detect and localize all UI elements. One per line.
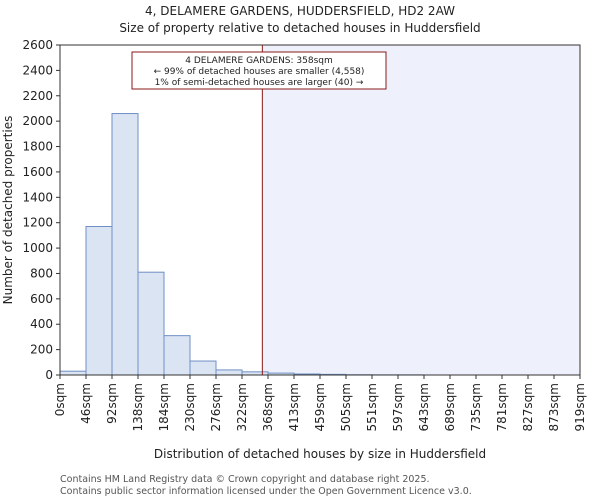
y-axis-label: Number of detached properties	[1, 116, 15, 305]
histogram-bar	[59, 370, 87, 376]
x-tick-label: 276sqm	[209, 383, 223, 431]
footer-copyright: Contains HM Land Registry data © Crown c…	[60, 474, 430, 485]
x-tick-label: 92sqm	[105, 383, 119, 424]
chart-subtitle: Size of property relative to detached ho…	[119, 21, 480, 35]
y-tick-label: 0	[45, 368, 53, 382]
x-tick-label: 735sqm	[469, 383, 483, 431]
x-tick-label: 597sqm	[391, 383, 405, 431]
x-tick-label: 689sqm	[443, 383, 457, 431]
y-tick-label: 2000	[22, 114, 53, 128]
y-tick-label: 2600	[22, 38, 53, 52]
x-tick-label: 827sqm	[521, 383, 535, 431]
x-tick-label: 413sqm	[287, 383, 301, 431]
footer-licence: Contains public sector information licen…	[60, 486, 472, 497]
y-tick-label: 1400	[22, 190, 53, 204]
y-tick-label: 1200	[22, 216, 53, 230]
histogram-bar	[215, 369, 243, 376]
x-tick-label: 873sqm	[547, 383, 561, 431]
y-tick-label: 2400	[22, 63, 53, 77]
annotation-larger-share: 1% of semi-detached houses are larger (4…	[155, 78, 364, 88]
x-tick-label: 551sqm	[365, 383, 379, 431]
x-tick-label: 46sqm	[79, 383, 93, 424]
plot-area: 0 200 400 600 800 1000 1200 1400 1600 1800 2000 220…	[22, 38, 587, 431]
x-tick-label: 505sqm	[339, 383, 353, 431]
x-tick-label: 138sqm	[131, 383, 145, 431]
y-tick-label: 1600	[22, 165, 53, 179]
x-tick-label: 781sqm	[495, 383, 509, 431]
x-tick-label: 368sqm	[261, 383, 275, 431]
annotation-smaller-share: ← 99% of detached houses are smaller (4,…	[154, 67, 365, 77]
shaded-region-larger	[262, 45, 580, 375]
x-tick-label: 184sqm	[157, 383, 171, 431]
y-tick-label: 1000	[22, 241, 53, 255]
x-axis-label: Distribution of detached houses by size …	[154, 447, 486, 461]
x-tick-label: 322sqm	[235, 383, 249, 431]
histogram-bar	[111, 113, 139, 376]
x-tick-label: 230sqm	[183, 383, 197, 431]
histogram-bar	[163, 335, 191, 376]
annotation-property-size: 4 DELAMERE GARDENS: 358sqm	[185, 56, 333, 66]
y-tick-label: 800	[30, 266, 53, 280]
x-tick-label: 643sqm	[417, 383, 431, 431]
histogram-bar	[189, 360, 217, 376]
histogram-bar	[137, 271, 165, 376]
annotation-box	[131, 51, 387, 90]
x-tick-label: 919sqm	[573, 383, 587, 431]
x-tick-label: 459sqm	[313, 383, 327, 431]
x-tick-label: 0sqm	[53, 383, 67, 416]
y-tick-label: 400	[30, 317, 53, 331]
y-tick-label: 600	[30, 292, 53, 306]
y-tick-label: 2200	[22, 89, 53, 103]
y-tick-label: 200	[30, 343, 53, 357]
y-tick-label: 1800	[22, 140, 53, 154]
histogram-bar	[85, 226, 113, 376]
chart-title: 4, DELAMERE GARDENS, HUDDERSFIELD, HD2 2…	[145, 4, 455, 18]
